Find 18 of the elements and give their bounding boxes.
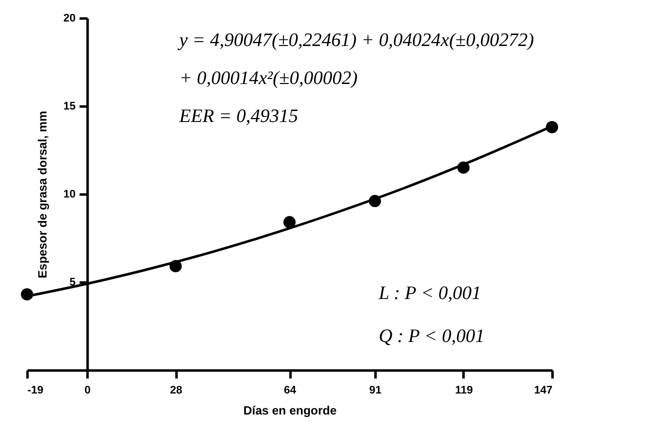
y-axis-title: Espesor de grasa dorsal, mm (35, 110, 50, 278)
annotation: Q : P < 0,001 (378, 326, 485, 347)
x-tick-label: 28 (170, 384, 182, 396)
x-tick-label: 147 (534, 384, 552, 396)
annotation: y = 4,90047(±0,22461) + 0,04024x(±0,00272) (177, 30, 534, 51)
x-tick-label: 0 (84, 384, 91, 396)
y-tick-label: 5 (69, 276, 76, 288)
x-tick-label: -19 (28, 384, 44, 396)
y-tick-label: 10 (63, 188, 76, 200)
annotation: EER = 0,49315 (178, 106, 298, 127)
x-tick-label: 91 (369, 384, 382, 396)
annotation: + 0,00014x²(±0,00002) (179, 68, 358, 89)
x-axis-title: Días en engorde (243, 404, 338, 418)
x-tick-label: 64 (284, 384, 297, 396)
annotation: L : P < 0,001 (378, 283, 482, 304)
y-tick-label: 15 (63, 100, 76, 112)
x-tick-label: 119 (455, 384, 473, 396)
y-tick-label: 20 (63, 12, 76, 24)
